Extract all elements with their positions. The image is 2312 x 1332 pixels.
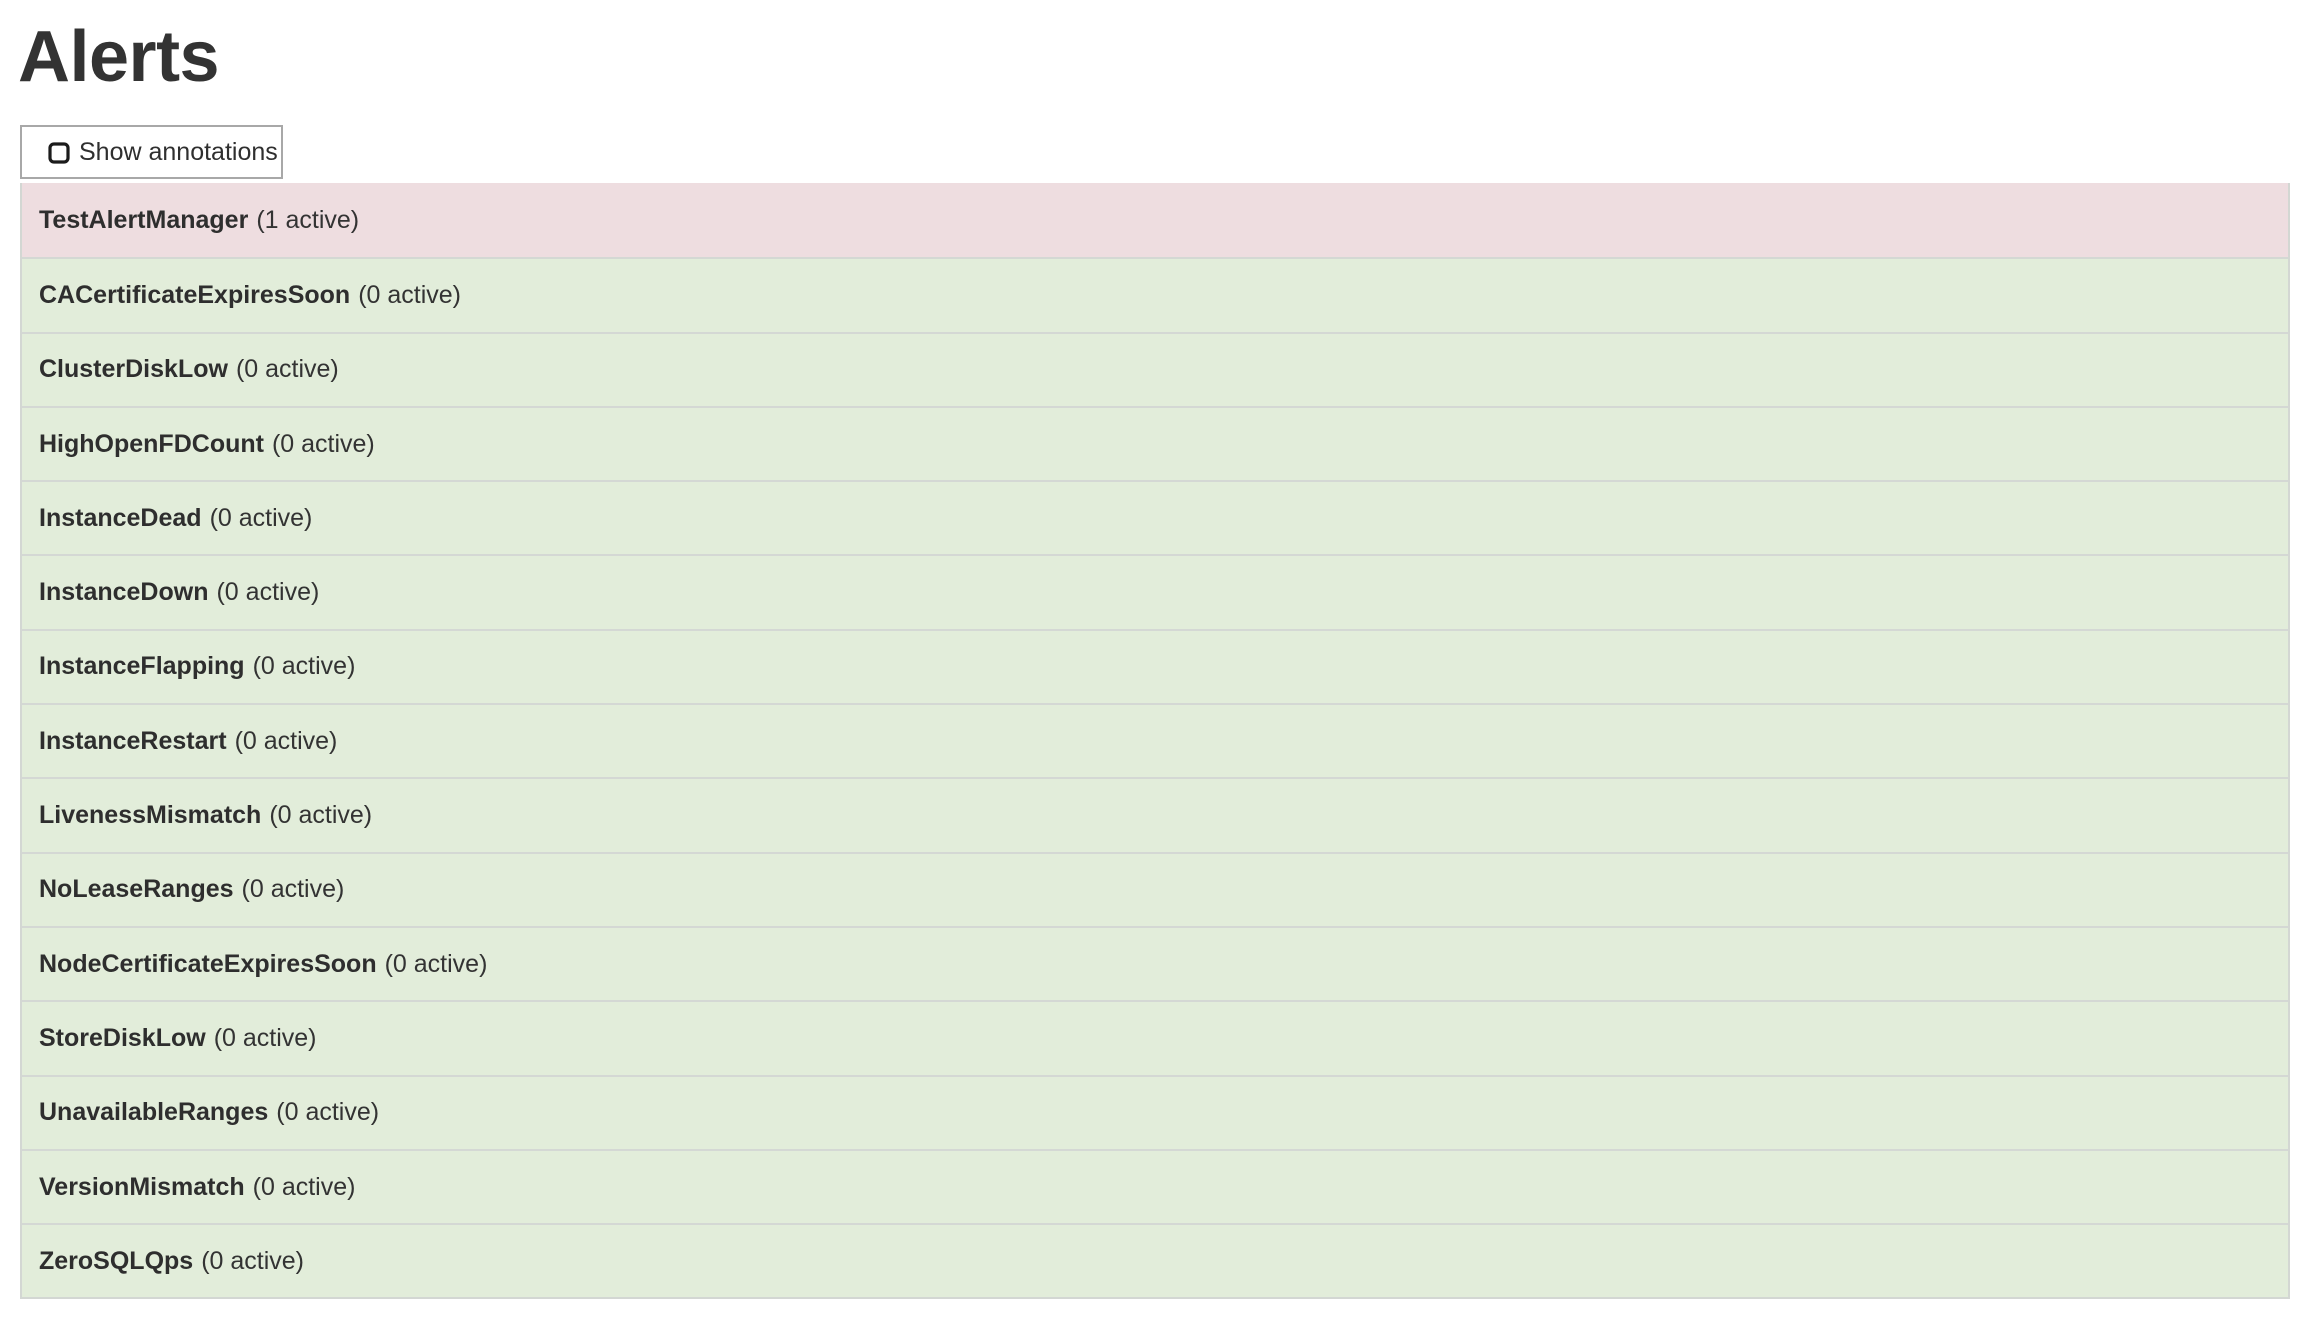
alert-active-count: (1 active) (256, 205, 360, 234)
alert-name: InstanceDown (39, 578, 209, 607)
alert-row[interactable]: VersionMismatch (0 active) (22, 1148, 2288, 1224)
alert-row[interactable]: CACertificateExpiresSoon (0 active) (22, 257, 2288, 332)
alert-name: CACertificateExpiresSoon (39, 280, 351, 309)
alert-active-count: (0 active) (252, 652, 356, 681)
alert-row[interactable]: NodeCertificateExpiresSoon (0 active) (22, 925, 2288, 1001)
alert-name: InstanceFlapping (39, 652, 245, 681)
alert-row[interactable]: InstanceDown (0 active) (22, 554, 2288, 629)
alert-row[interactable]: ClusterDiskLow (0 active) (22, 331, 2288, 406)
alert-active-count: (0 active) (241, 875, 345, 904)
alert-active-count: (0 active) (384, 949, 488, 978)
alert-name: NodeCertificateExpiresSoon (39, 949, 377, 978)
alert-active-count: (0 active) (358, 280, 462, 309)
alert-active-count: (0 active) (216, 578, 320, 607)
alert-name: ClusterDiskLow (39, 355, 228, 384)
alert-name: HighOpenFDCount (39, 429, 264, 458)
alert-name: ZeroSQLQps (39, 1246, 194, 1275)
page-title: Alerts (18, 17, 220, 97)
alert-row[interactable]: UnavailableRanges (0 active) (22, 1074, 2288, 1149)
alert-row[interactable]: HighOpenFDCount (0 active) (22, 405, 2288, 481)
alert-active-count: (0 active) (271, 429, 375, 458)
alert-row[interactable]: TestAlertManager (1 active) (22, 183, 2288, 258)
alert-name: TestAlertManager (39, 205, 249, 234)
alert-row[interactable]: NoLeaseRanges (0 active) (22, 851, 2288, 926)
alert-active-count: (0 active) (252, 1172, 356, 1201)
alert-list: TestAlertManager (1 active) CACertificateE… (20, 183, 2290, 1300)
alert-active-count: (0 active) (209, 503, 313, 532)
show-annotations-label: Show annotations (79, 137, 278, 166)
alert-active-count: (0 active) (234, 726, 338, 755)
alert-active-count: (0 active) (276, 1098, 380, 1127)
alert-row[interactable]: InstanceDead (0 active) (22, 480, 2288, 555)
alert-name: InstanceRestart (39, 726, 227, 755)
alert-name: VersionMismatch (39, 1172, 245, 1201)
alert-row[interactable]: ZeroSQLQps (0 active) (22, 1223, 2288, 1298)
alert-row[interactable]: InstanceRestart (0 active) (22, 703, 2288, 778)
alert-row[interactable]: InstanceFlapping (0 active) (22, 628, 2288, 704)
alert-active-count: (0 active) (213, 1023, 317, 1052)
alert-name: UnavailableRanges (39, 1098, 269, 1127)
alert-active-count: (0 active) (235, 355, 339, 384)
show-annotations-toggle[interactable]: Show annotations (20, 125, 283, 179)
alert-active-count: (0 active) (201, 1246, 304, 1275)
alert-row[interactable]: LivenessMismatch (0 active) (22, 777, 2288, 852)
alert-name: LivenessMismatch (39, 801, 262, 830)
alert-name: StoreDiskLow (39, 1023, 206, 1052)
checkbox-unchecked-icon[interactable] (48, 142, 70, 164)
alert-active-count: (0 active) (269, 801, 373, 830)
alert-name: NoLeaseRanges (39, 875, 234, 904)
alert-name: InstanceDead (39, 503, 202, 532)
alert-row[interactable]: StoreDiskLow (0 active) (22, 1000, 2288, 1075)
